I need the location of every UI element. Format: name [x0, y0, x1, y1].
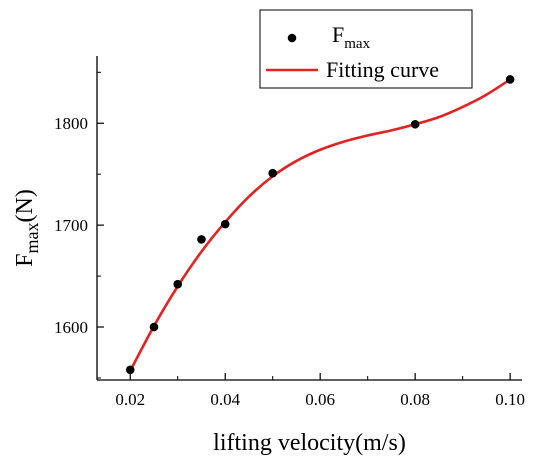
- curve-group: [128, 78, 512, 373]
- data-point: [220, 219, 230, 229]
- data-point: [197, 235, 206, 244]
- data-point: [268, 168, 277, 178]
- x-tick-label: 0.10: [495, 390, 525, 409]
- legend-label-fmax: Fmax: [332, 22, 371, 52]
- legend-point-marker: [287, 33, 297, 43]
- legend-label-fitting-curve: Fitting curve: [326, 57, 439, 82]
- x-tick-label: 0.06: [305, 390, 335, 409]
- axis-titles: lifting velocity(m/s) Fmax(N): [12, 189, 406, 456]
- data-point: [505, 75, 515, 84]
- y-tick-label: 1800: [54, 114, 88, 133]
- y-axis-title: Fmax(N): [12, 189, 42, 267]
- legend-box: [259, 9, 473, 89]
- x-tick-label: 0.08: [400, 390, 430, 409]
- y-tick-label: 1600: [54, 318, 88, 337]
- x-axis-title: lifting velocity(m/s): [213, 430, 406, 456]
- x-tick-label: 0.02: [115, 390, 145, 409]
- data-point: [173, 279, 183, 289]
- y-tick-label: 1700: [54, 216, 88, 235]
- data-point: [410, 119, 420, 129]
- legend: Fmax Fitting curve: [259, 9, 473, 89]
- data-point: [125, 365, 135, 375]
- axes-group: 1600 1700 1800 0.02 0.04 0.06 0.08 0.10: [54, 56, 525, 409]
- data-point: [149, 322, 159, 332]
- points-group: [125, 75, 515, 375]
- x-tick-label: 0.04: [210, 390, 240, 409]
- fitting-curve-line: [128, 78, 512, 373]
